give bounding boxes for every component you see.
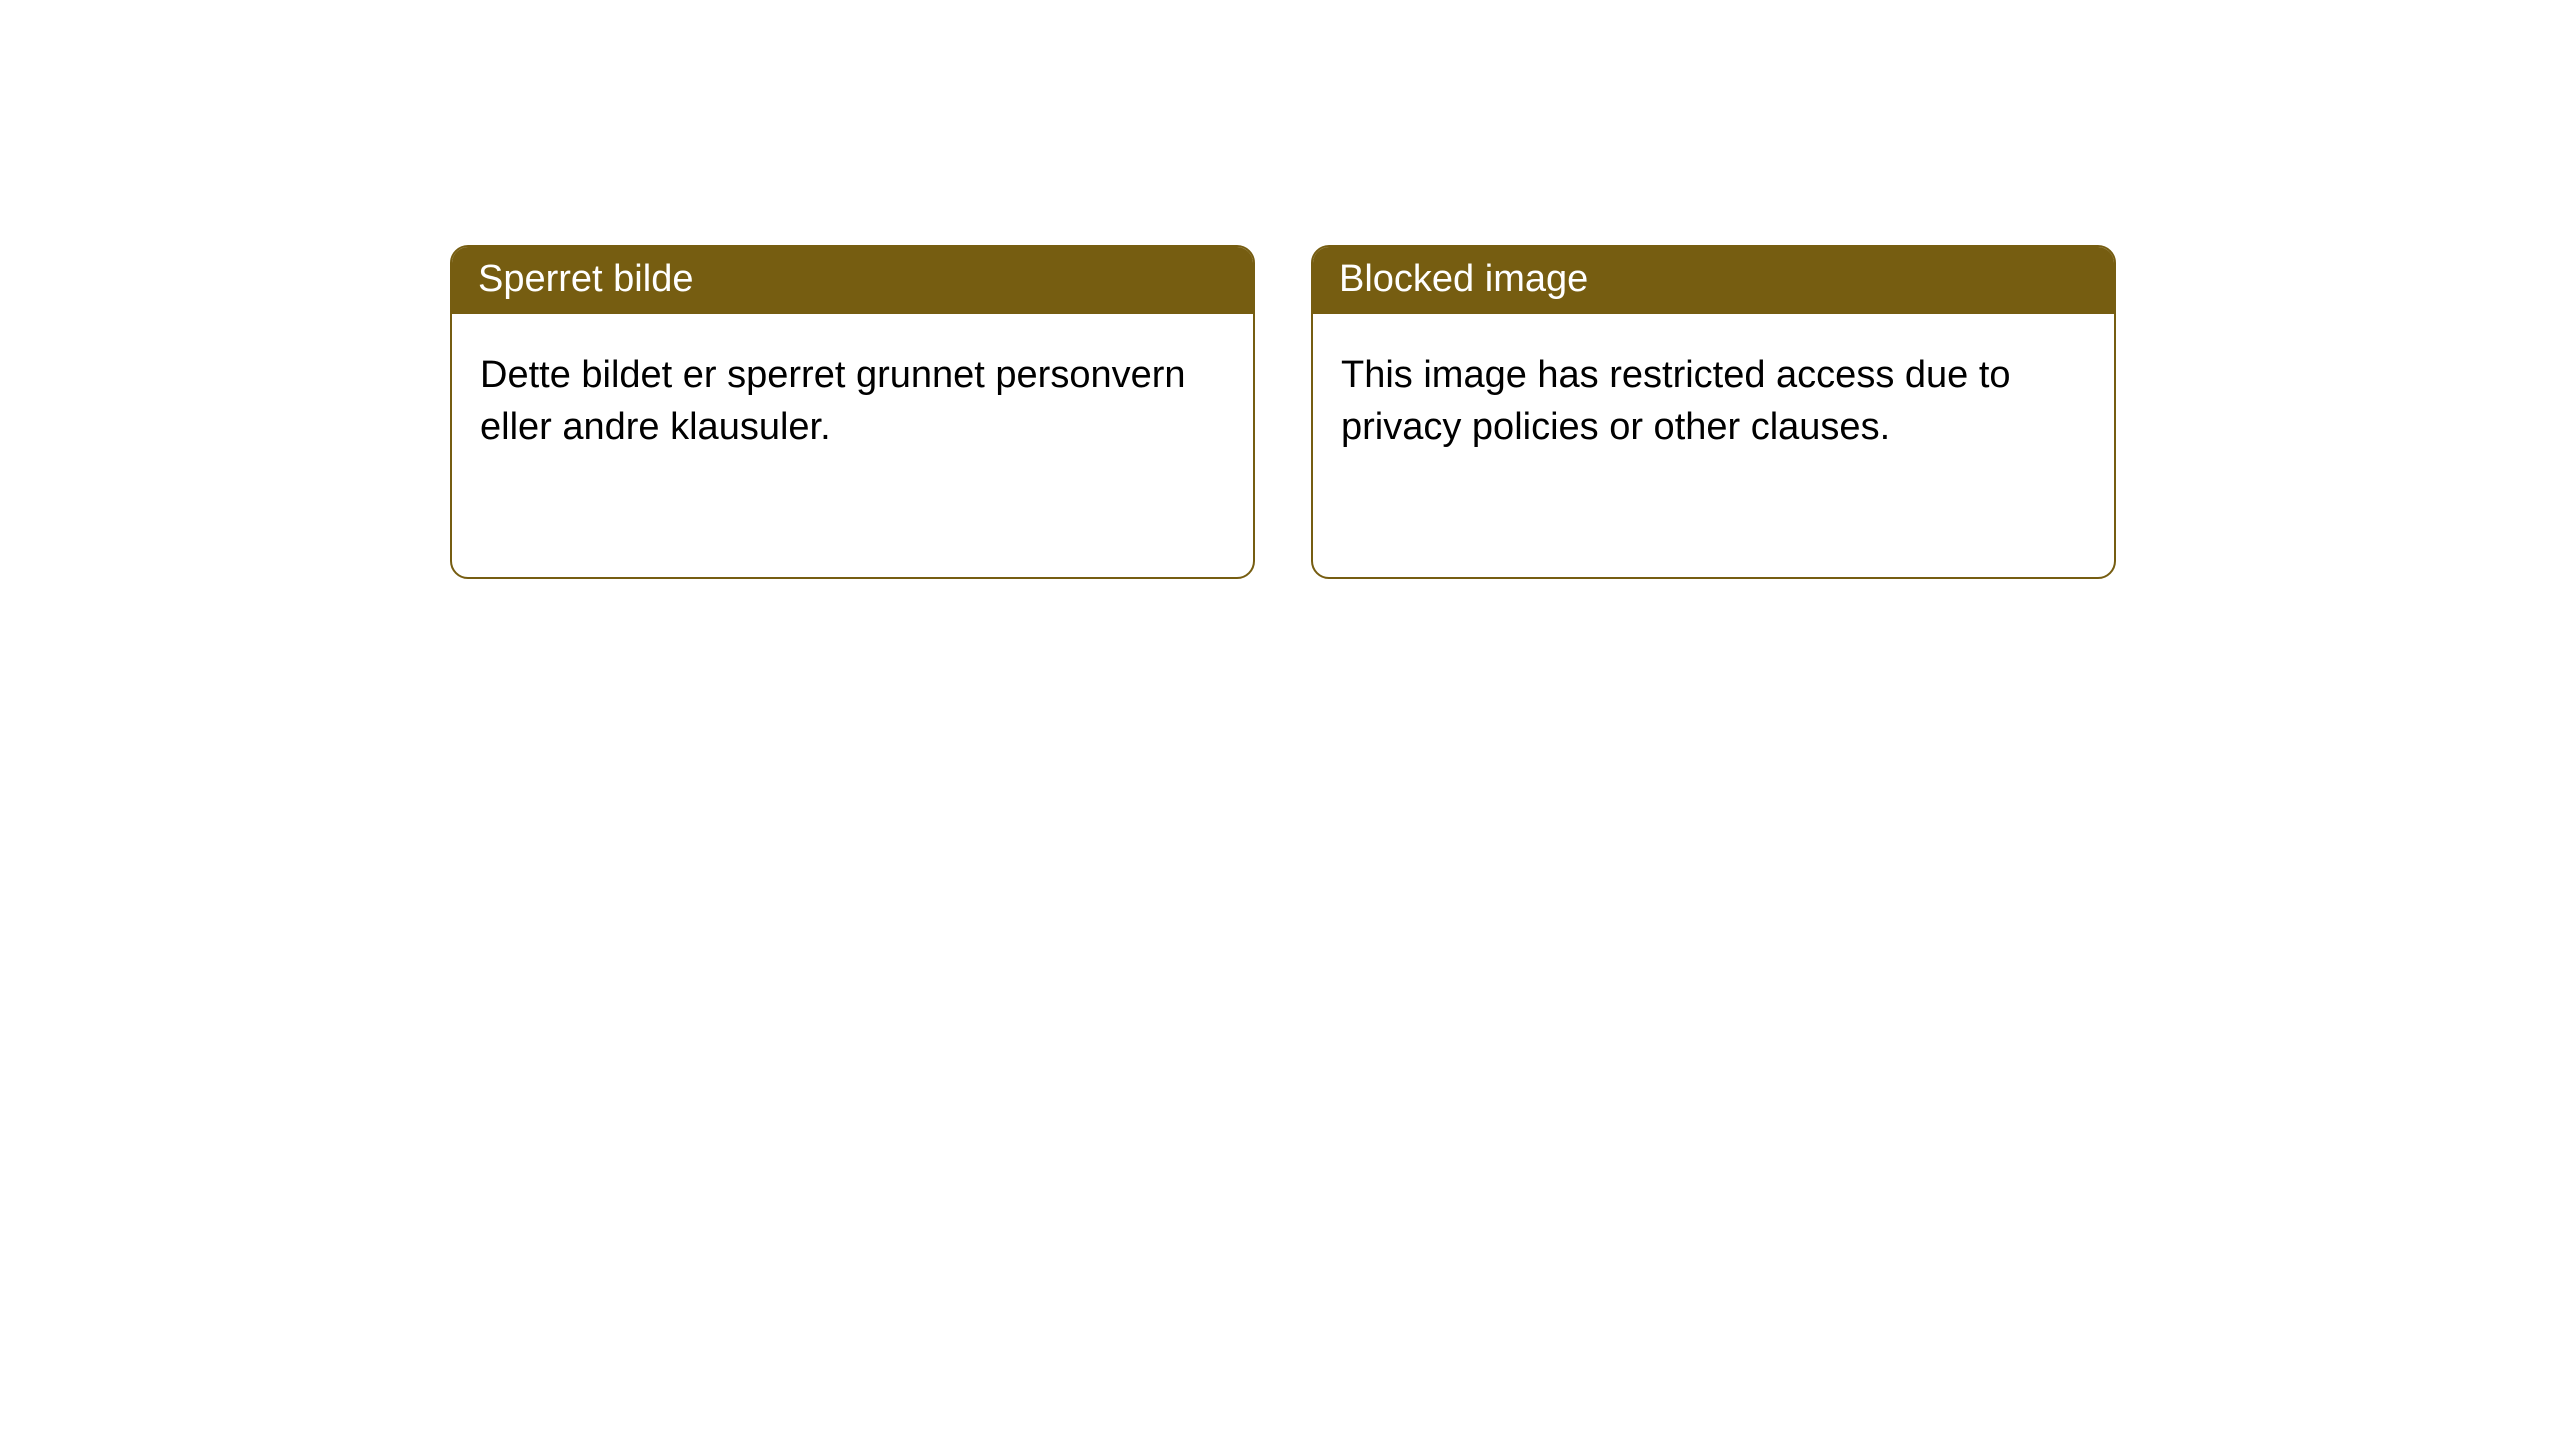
notice-container: Sperret bilde Dette bildet er sperret gr… [0, 0, 2560, 579]
notice-card-en: Blocked image This image has restricted … [1311, 245, 2116, 579]
notice-card-no: Sperret bilde Dette bildet er sperret gr… [450, 245, 1255, 579]
notice-header-no: Sperret bilde [452, 247, 1253, 314]
notice-header-en: Blocked image [1313, 247, 2114, 314]
notice-body-en: This image has restricted access due to … [1313, 314, 2114, 481]
notice-body-no: Dette bildet er sperret grunnet personve… [452, 314, 1253, 481]
